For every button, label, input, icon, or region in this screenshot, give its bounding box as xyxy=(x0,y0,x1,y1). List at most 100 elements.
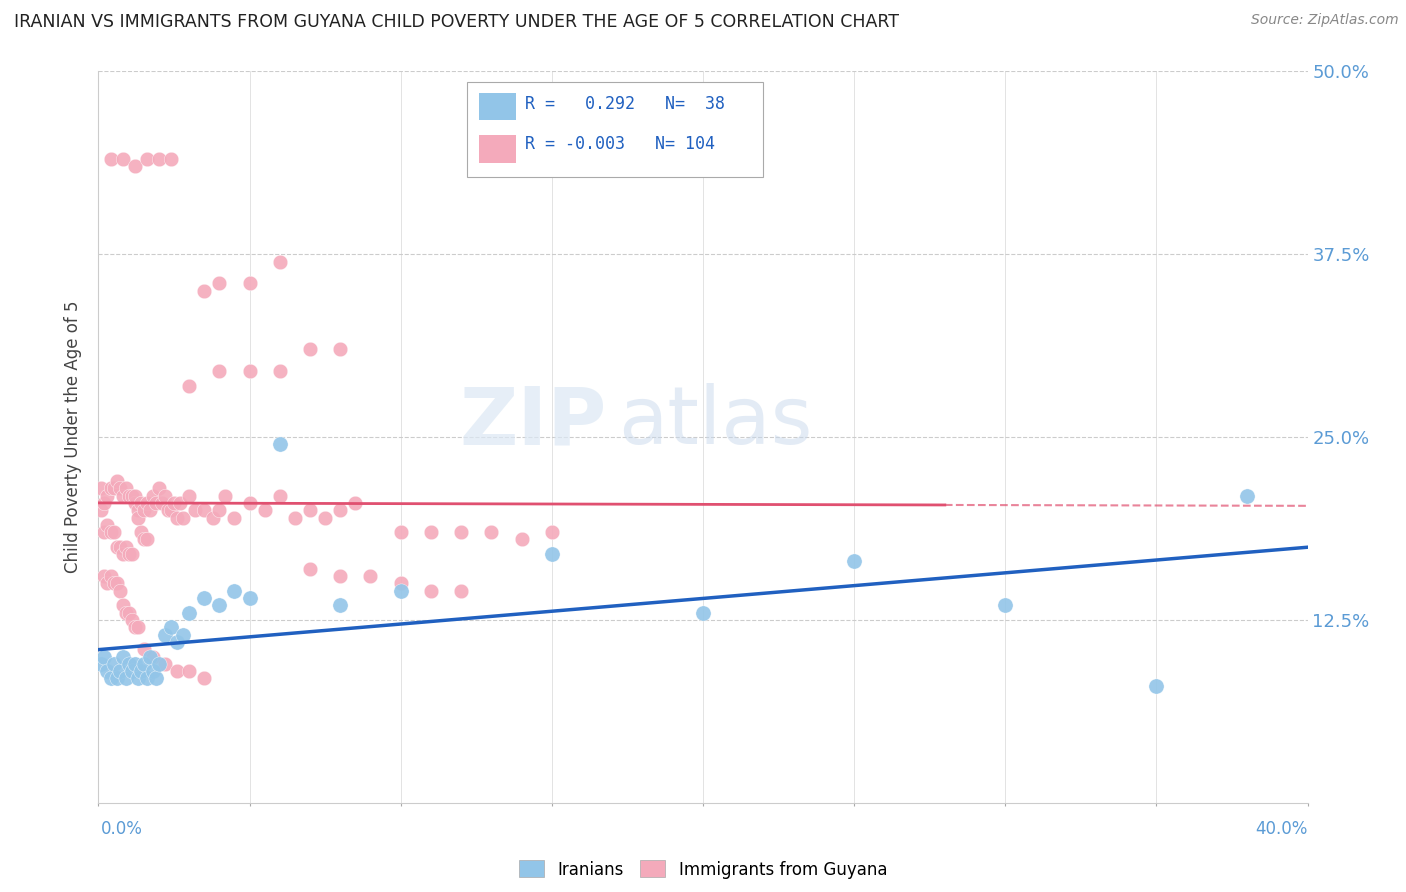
Point xyxy=(114,672,136,686)
Point xyxy=(344,496,367,510)
Y-axis label: Child Poverty Under the Age of 5: Child Poverty Under the Age of 5 xyxy=(65,301,83,574)
Point xyxy=(145,672,167,686)
Point xyxy=(253,503,276,517)
Point xyxy=(100,569,122,583)
Point xyxy=(103,657,125,671)
Point xyxy=(224,510,246,524)
Point xyxy=(179,664,201,678)
Point xyxy=(118,657,141,671)
Point xyxy=(540,525,562,540)
Point xyxy=(166,510,188,524)
Point xyxy=(299,562,322,576)
Point xyxy=(142,649,165,664)
Point xyxy=(129,664,152,678)
Point xyxy=(1236,489,1258,503)
Point xyxy=(145,496,167,510)
Text: atlas: atlas xyxy=(619,384,813,461)
Point xyxy=(90,481,112,495)
Point xyxy=(510,533,533,547)
Point xyxy=(105,672,128,686)
Point xyxy=(114,606,136,620)
Point xyxy=(420,583,443,598)
Point xyxy=(193,503,215,517)
Point xyxy=(121,613,143,627)
Point xyxy=(132,642,155,657)
Text: Source: ZipAtlas.com: Source: ZipAtlas.com xyxy=(1251,13,1399,28)
Point xyxy=(202,510,225,524)
Point xyxy=(299,503,322,517)
Point xyxy=(179,489,201,503)
Point xyxy=(692,606,714,620)
Text: 0.0%: 0.0% xyxy=(101,820,143,838)
Point xyxy=(135,152,157,166)
FancyBboxPatch shape xyxy=(467,82,763,178)
Point xyxy=(142,489,165,503)
Point xyxy=(389,583,412,598)
Point xyxy=(139,503,162,517)
Point xyxy=(105,540,128,554)
Point xyxy=(208,599,231,613)
Point xyxy=(208,503,231,517)
Point xyxy=(135,533,157,547)
Point xyxy=(239,277,262,291)
Point xyxy=(450,525,472,540)
Point xyxy=(153,627,176,641)
Point xyxy=(121,547,143,561)
Point xyxy=(90,503,112,517)
Point xyxy=(299,343,322,357)
Point xyxy=(239,591,262,605)
Point xyxy=(108,583,131,598)
Point xyxy=(150,496,173,510)
Point xyxy=(135,496,157,510)
Point xyxy=(96,517,118,532)
Text: R =   0.292   N=  38: R = 0.292 N= 38 xyxy=(526,95,725,113)
Point xyxy=(108,664,131,678)
Point xyxy=(153,489,176,503)
Point xyxy=(93,569,115,583)
Point xyxy=(96,576,118,591)
Text: ZIP: ZIP xyxy=(458,384,606,461)
Point xyxy=(108,540,131,554)
Point xyxy=(269,489,291,503)
Point xyxy=(132,503,155,517)
Point xyxy=(148,481,170,495)
Point xyxy=(540,547,562,561)
Point xyxy=(208,364,231,378)
Point xyxy=(108,481,131,495)
Bar xyxy=(479,135,516,162)
Point xyxy=(179,606,201,620)
Point xyxy=(214,489,236,503)
Point xyxy=(118,489,141,503)
Point xyxy=(314,510,336,524)
Text: IRANIAN VS IMMIGRANTS FROM GUYANA CHILD POVERTY UNDER THE AGE OF 5 CORRELATION C: IRANIAN VS IMMIGRANTS FROM GUYANA CHILD … xyxy=(14,13,898,31)
Point xyxy=(111,599,134,613)
Point xyxy=(284,510,307,524)
Point xyxy=(1144,679,1167,693)
Point xyxy=(153,657,176,671)
Point xyxy=(481,525,503,540)
Point xyxy=(389,576,412,591)
Point xyxy=(90,657,112,671)
Point xyxy=(111,649,134,664)
Point xyxy=(269,364,291,378)
Point xyxy=(208,277,231,291)
Point xyxy=(111,547,134,561)
Point xyxy=(127,510,149,524)
Point xyxy=(127,672,149,686)
Point xyxy=(142,664,165,678)
Point xyxy=(193,672,215,686)
Point xyxy=(148,152,170,166)
Point xyxy=(160,503,183,517)
Point xyxy=(224,583,246,598)
Point xyxy=(148,657,170,671)
Point xyxy=(269,254,291,268)
Point xyxy=(105,576,128,591)
Point xyxy=(129,496,152,510)
Bar xyxy=(479,93,516,120)
Point xyxy=(160,620,183,634)
Point xyxy=(103,481,125,495)
Point xyxy=(124,620,146,634)
Point xyxy=(100,672,122,686)
Point xyxy=(389,525,412,540)
Point xyxy=(420,525,443,540)
